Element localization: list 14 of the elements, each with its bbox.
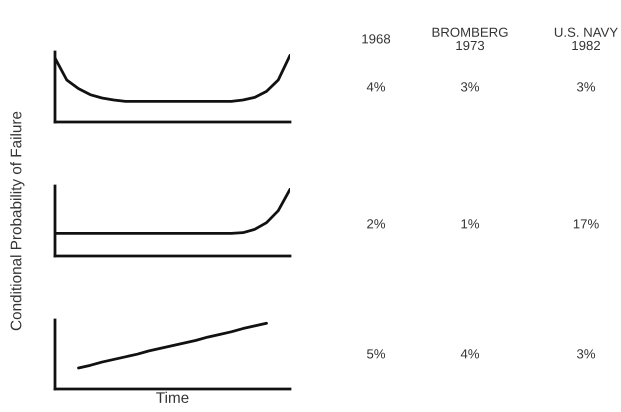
text: 3% (576, 349, 596, 359)
text: 4% (460, 349, 480, 358)
text: 1968 (362, 34, 390, 44)
text: 2% (367, 219, 386, 228)
text: 4% (366, 82, 386, 92)
text: 1% (461, 219, 480, 228)
y-axis-title: Conditional Probability of Failure (10, 112, 24, 330)
text: BROMBERG 1973 (432, 28, 508, 50)
x-axis-title: Time (156, 392, 189, 403)
text: 5% (366, 349, 386, 359)
text: U.S. NAVY 1982 (554, 28, 618, 50)
text: 3% (460, 82, 480, 92)
text: 17% (574, 219, 599, 228)
text: 3% (576, 82, 596, 92)
